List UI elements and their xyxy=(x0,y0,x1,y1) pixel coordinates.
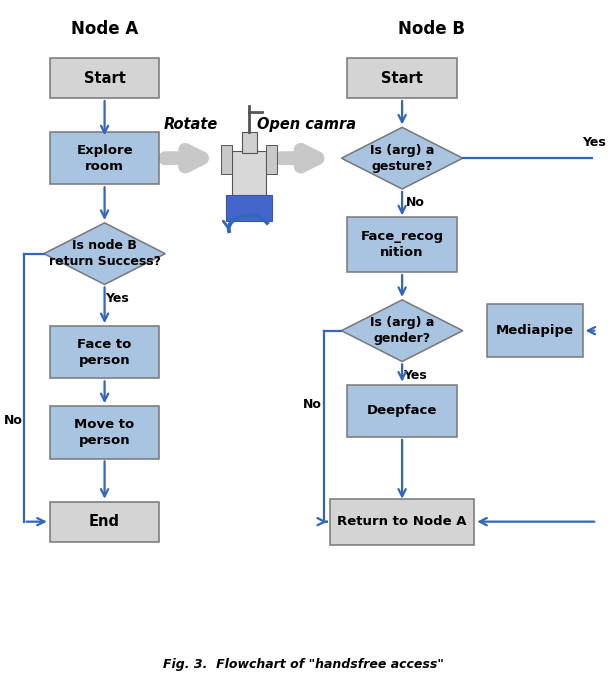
FancyBboxPatch shape xyxy=(242,132,257,153)
Text: Yes: Yes xyxy=(106,292,129,305)
FancyBboxPatch shape xyxy=(49,132,159,185)
Text: Start: Start xyxy=(381,71,423,86)
Text: Rotate: Rotate xyxy=(164,117,218,132)
Text: Return to Node A: Return to Node A xyxy=(337,515,467,528)
FancyBboxPatch shape xyxy=(49,501,159,542)
Polygon shape xyxy=(44,223,165,285)
Text: Node B: Node B xyxy=(398,20,464,38)
Text: No: No xyxy=(303,398,322,411)
Text: Face_recog
nition: Face_recog nition xyxy=(361,230,443,259)
FancyBboxPatch shape xyxy=(226,195,272,221)
Text: Is node B
return Success?: Is node B return Success? xyxy=(49,239,160,268)
Text: Face to
person: Face to person xyxy=(77,338,132,367)
FancyBboxPatch shape xyxy=(49,406,159,458)
Text: Is (arg) a
gesture?: Is (arg) a gesture? xyxy=(370,143,434,173)
FancyBboxPatch shape xyxy=(347,217,457,272)
FancyBboxPatch shape xyxy=(232,151,267,200)
Text: Is (arg) a
gender?: Is (arg) a gender? xyxy=(370,316,434,345)
Text: Mediapipe: Mediapipe xyxy=(496,324,574,338)
Text: Explore
room: Explore room xyxy=(76,143,133,173)
FancyBboxPatch shape xyxy=(49,58,159,98)
FancyBboxPatch shape xyxy=(266,145,278,174)
Text: Start: Start xyxy=(84,71,126,86)
Text: Open camra: Open camra xyxy=(257,117,356,132)
Text: Node A: Node A xyxy=(71,20,138,38)
FancyBboxPatch shape xyxy=(49,326,159,379)
Text: No: No xyxy=(406,196,425,209)
Text: Yes: Yes xyxy=(583,137,606,150)
Text: Move to
person: Move to person xyxy=(74,418,135,447)
Text: Fig. 3.  Flowchart of "handsfree access": Fig. 3. Flowchart of "handsfree access" xyxy=(163,658,444,671)
Text: No: No xyxy=(4,414,23,427)
Text: Deepface: Deepface xyxy=(367,404,437,417)
FancyBboxPatch shape xyxy=(487,305,583,357)
Polygon shape xyxy=(342,128,463,189)
FancyBboxPatch shape xyxy=(347,58,457,98)
FancyBboxPatch shape xyxy=(330,499,475,545)
Text: End: End xyxy=(89,514,120,529)
Polygon shape xyxy=(342,300,463,362)
FancyBboxPatch shape xyxy=(221,145,232,174)
Text: Yes: Yes xyxy=(403,368,427,381)
FancyBboxPatch shape xyxy=(347,385,457,437)
